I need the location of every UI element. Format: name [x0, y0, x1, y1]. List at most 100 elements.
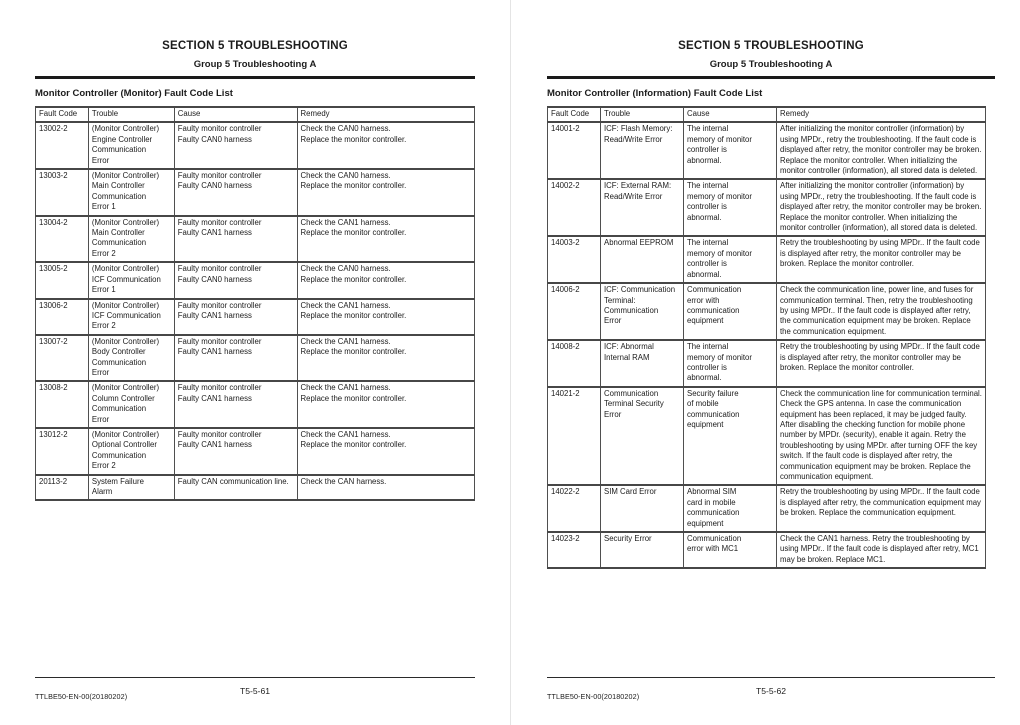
table-cell: Check the communication line for communi…	[776, 385, 986, 487]
table-cell: Faulty monitor controller Faulty CAN1 ha…	[173, 426, 298, 476]
table-cell: Faulty monitor controller Faulty CAN1 ha…	[173, 214, 298, 264]
table-cell: Retry the troubleshooting by using MPDr.…	[776, 339, 986, 388]
table-cell: 14006-2	[547, 282, 601, 342]
table-cell: 20113-2	[35, 473, 89, 502]
table-cell: Faulty monitor controller Faulty CAN1 ha…	[173, 333, 298, 383]
table-cell: Communication error with MC1	[683, 531, 777, 570]
table-cell: (Monitor Controller) Engine Controller C…	[87, 121, 175, 171]
table-header-row: Fault Code Trouble Cause Remedy	[547, 105, 986, 124]
table-cell: 13005-2	[35, 261, 89, 300]
column-header-fault-code: Fault Code	[547, 105, 601, 124]
table-row: 13004-2 (Monitor Controller) Main Control…	[35, 214, 476, 264]
table-cell: 13012-2	[35, 426, 89, 476]
table-cell: The internal memory of monitor controlle…	[683, 178, 777, 238]
page-right: SECTION 5 TROUBLESHOOTING Group 5 Troubl…	[510, 0, 1020, 725]
table-row: 14002-2 ICF: External RAM: Read/Write Err…	[547, 178, 986, 238]
table-cell: Retry the troubleshooting by using MPDr.…	[776, 484, 986, 534]
table-cell: Check the CAN1 harness. Replace the moni…	[296, 214, 476, 264]
table-cell: Communication error with communication e…	[683, 282, 777, 342]
page-footer: TTLBE50-EN-00(20180202) T5-5-62	[547, 677, 995, 701]
table-cell: Security failure of mobile communication…	[683, 385, 777, 487]
table-cell: After initializing the monitor controlle…	[776, 178, 986, 238]
table-row: 13012-2 (Monitor Controller) Optional Con…	[35, 426, 476, 476]
group-title: Group 5 Troubleshooting A	[193, 59, 317, 70]
doc-number: TTLBE50-EN-00(20180202)	[547, 692, 640, 701]
table-cell: 13003-2	[35, 168, 89, 217]
footer-row: TTLBE50-EN-00(20180202) T5-5-62	[547, 686, 995, 701]
table-cell: Faulty monitor controller Faulty CAN0 ha…	[173, 261, 298, 300]
section-title: SECTION 5 TROUBLESHOOTING	[162, 40, 348, 52]
table-cell: Check the CAN1 harness. Replace the moni…	[296, 297, 476, 336]
table-cell: ICF: Flash Memory: Read/Write Error	[600, 121, 684, 181]
table-cell: The internal memory of monitor controlle…	[683, 121, 777, 181]
list-title: Monitor Controller (Monitor) Fault Code …	[35, 88, 233, 99]
table-cell: (Monitor Controller) Optional Controller…	[87, 426, 175, 476]
table-cell: (Monitor Controller) Main Controller Com…	[87, 168, 175, 217]
table-row: 13003-2 (Monitor Controller) Main Control…	[35, 168, 476, 217]
table-cell: Check the CAN1 harness. Replace the moni…	[296, 333, 476, 383]
table-cell: Faulty monitor controller Faulty CAN0 ha…	[173, 121, 298, 171]
table-cell: 13007-2	[35, 333, 89, 383]
table-row: 13008-2 (Monitor Controller) Column Contr…	[35, 380, 476, 429]
table-cell: 13008-2	[35, 380, 89, 429]
header-double-rule	[35, 76, 475, 79]
table-cell: Faulty monitor controller Faulty CAN1 ha…	[173, 380, 298, 429]
table-cell: 14001-2	[547, 121, 601, 181]
footer-rule	[547, 677, 995, 678]
table-cell: 14002-2	[547, 178, 601, 238]
table-cell: (Monitor Controller) Main Controller Com…	[87, 214, 175, 264]
table-cell: 13006-2	[35, 297, 89, 336]
table-row: 14021-2 Communication Terminal Security E…	[547, 385, 986, 487]
table-cell: Check the communication line, power line…	[776, 282, 986, 342]
table-cell: 14022-2	[547, 484, 601, 534]
table-header-row: Fault Code Trouble Cause Remedy	[35, 105, 476, 124]
page-footer: TTLBE50-EN-00(20180202) T5-5-61	[35, 677, 475, 701]
table-row: 14023-2 Security Error Communication error…	[547, 531, 986, 570]
table-cell: (Monitor Controller) ICF Communication E…	[87, 297, 175, 336]
table-cell: 13004-2	[35, 214, 89, 264]
page-number: T5-5-61	[239, 686, 271, 696]
table-row: 14003-2 Abnormal EEPROM The internal memor…	[547, 235, 986, 285]
table-cell: ICF: External RAM: Read/Write Error	[600, 178, 684, 238]
table-row: 20113-2 System Failure Alarm Faulty CAN co…	[35, 473, 476, 502]
list-title: Monitor Controller (Information) Fault C…	[547, 88, 763, 99]
table-cell: ICF: Communication Terminal: Communicati…	[600, 282, 684, 342]
table-cell: System Failure Alarm	[87, 473, 175, 502]
page-divider	[510, 0, 511, 725]
table-row: 13006-2 (Monitor Controller) ICF Communic…	[35, 297, 476, 336]
fault-code-table-monitor: Fault Code Trouble Cause Remedy 13002-2(…	[35, 105, 476, 502]
table-cell: 13002-2	[35, 121, 89, 171]
column-header-trouble: Trouble	[87, 105, 175, 124]
table-cell: Check the CAN1 harness. Retry the troubl…	[776, 531, 986, 570]
table-cell: Faulty CAN communication line.	[173, 473, 298, 502]
table-cell: Retry the troubleshooting by using MPDr.…	[776, 235, 986, 285]
table-cell: The internal memory of monitor controlle…	[683, 339, 777, 388]
fault-code-table-information: Fault Code Trouble Cause Remedy 14001-2 I…	[547, 105, 986, 570]
column-header-trouble: Trouble	[600, 105, 684, 124]
table-row: 14008-2 ICF: Abnormal Internal RAM The int…	[547, 339, 986, 388]
table-cell: 14003-2	[547, 235, 601, 285]
table-cell: (Monitor Controller) Body Controller Com…	[87, 333, 175, 383]
table-cell: Check the CAN0 harness. Replace the moni…	[296, 261, 476, 300]
table-cell: SIM Card Error	[600, 484, 684, 534]
header-double-rule	[547, 76, 995, 79]
column-header-remedy: Remedy	[776, 105, 986, 124]
table-cell: After initializing the monitor controlle…	[776, 121, 986, 181]
section-title: SECTION 5 TROUBLESHOOTING	[678, 40, 864, 52]
table-row: 14022-2 SIM Card Error Abnormal SIM card i…	[547, 484, 986, 534]
table-cell: Abnormal EEPROM	[600, 235, 684, 285]
table-cell: 14023-2	[547, 531, 601, 570]
footer-rule	[35, 677, 475, 678]
table-row: 14001-2 ICF: Flash Memory: Read/Write Err…	[547, 121, 986, 181]
table-cell: The internal memory of monitor controlle…	[683, 235, 777, 285]
table-cell: Check the CAN harness.	[296, 473, 476, 502]
table-cell: 14008-2	[547, 339, 601, 388]
table-cell: Check the CAN0 harness. Replace the moni…	[296, 121, 476, 171]
table-cell: Check the CAN0 harness. Replace the moni…	[296, 168, 476, 217]
table-row: 14006-2 ICF: Communication Terminal: Comm…	[547, 282, 986, 342]
table-cell: Abnormal SIM card in mobile communicatio…	[683, 484, 777, 534]
table-cell: Check the CAN1 harness. Replace the moni…	[296, 426, 476, 476]
footer-row: TTLBE50-EN-00(20180202) T5-5-61	[35, 686, 475, 701]
table-cell: ICF: Abnormal Internal RAM	[600, 339, 684, 388]
